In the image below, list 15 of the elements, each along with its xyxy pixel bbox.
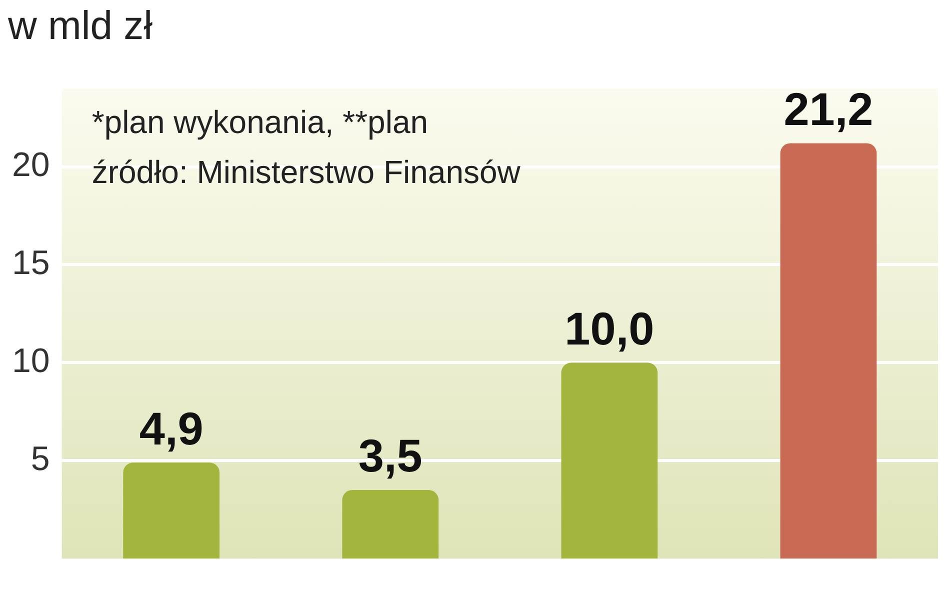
bar <box>342 490 439 559</box>
annotation: *plan wykonania, **plan <box>92 104 428 140</box>
data-label: 3,5 <box>358 430 422 482</box>
data-label: 10,0 <box>564 302 654 354</box>
data-label: 4,9 <box>139 402 204 454</box>
y-tick-label: 20 <box>12 146 50 184</box>
y-tick-label: 15 <box>12 244 50 282</box>
y-tick-label: 5 <box>30 440 50 478</box>
data-label: 21,2 <box>784 82 874 135</box>
bar <box>780 143 877 559</box>
annotation: źródło: Ministerstwo Finansów <box>92 154 522 190</box>
chart-title: w mld zł <box>8 4 152 49</box>
bar <box>561 362 658 559</box>
y-tick-label: 10 <box>12 342 50 380</box>
bar <box>123 462 220 559</box>
